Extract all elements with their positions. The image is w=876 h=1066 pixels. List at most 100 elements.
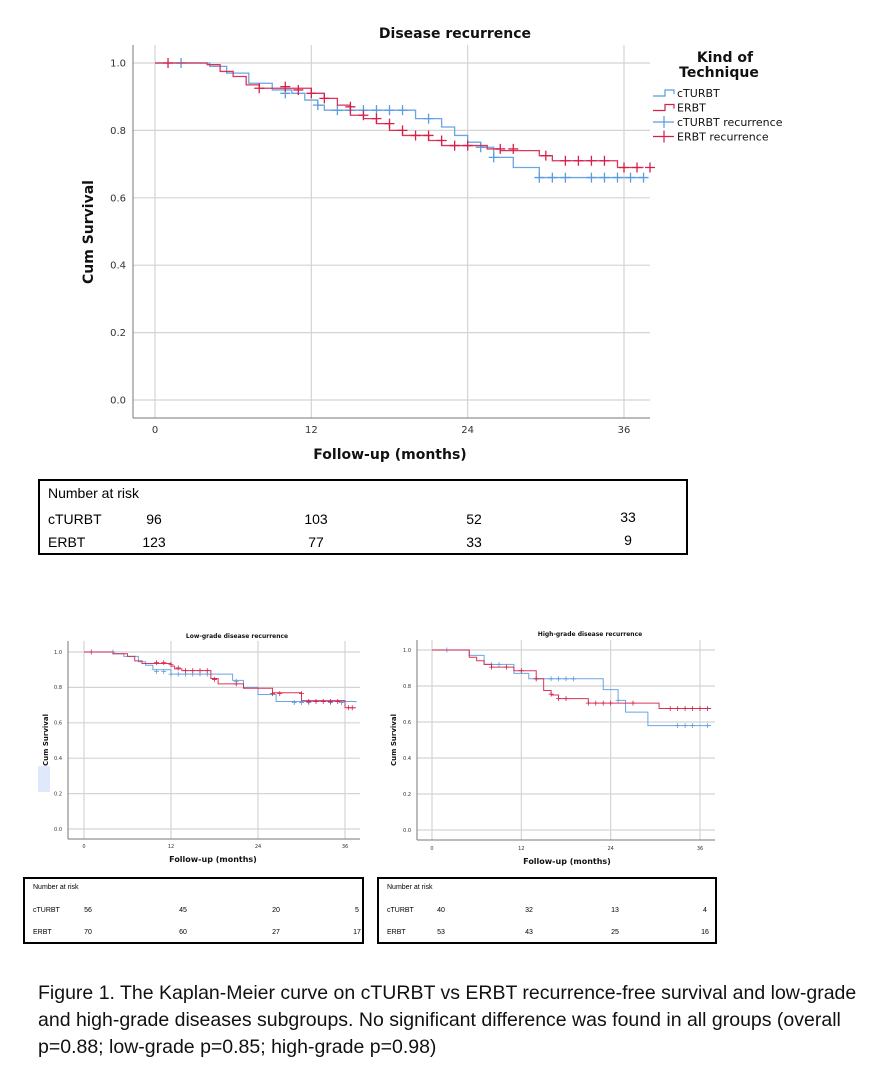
censor-mark-erbt bbox=[233, 681, 239, 687]
survival-curve-cturbt bbox=[432, 649, 712, 727]
risk-row-label: cTURBT bbox=[48, 511, 102, 527]
risk-table-low-grade: Number at risk cTURBT 56 45 20 5 ERBT 70 60 27 17 bbox=[23, 877, 364, 944]
legend-entry: cTURBT bbox=[677, 87, 720, 100]
chart-main: 0.0 0.2 0.4 0.6 0.8 1.0 0 12 24 36 Disease recurre… bbox=[81, 26, 783, 463]
censor-mark-erbt bbox=[563, 696, 569, 702]
y-tick-label: 0.8 bbox=[403, 684, 411, 690]
censor-mark-cturbt bbox=[475, 142, 486, 153]
risk-value: 60 bbox=[179, 929, 187, 936]
censor-mark-erbt bbox=[197, 668, 203, 674]
survival-curve-cturbt bbox=[84, 651, 357, 703]
y-tick-label: 0.6 bbox=[403, 720, 411, 726]
censor-mark-erbt bbox=[608, 700, 614, 706]
censor-mark-cturbt bbox=[371, 105, 382, 116]
risk-row-label: ERBT bbox=[48, 534, 86, 550]
figure-caption: Figure 1. The Kaplan-Meier curve on cTUR… bbox=[38, 982, 857, 1058]
risk-value: 16 bbox=[701, 929, 709, 936]
censor-mark-erbt bbox=[540, 150, 551, 161]
x-tick-label: 12 bbox=[168, 844, 174, 850]
censor-mark-cturbt bbox=[291, 699, 297, 705]
censor-mark-cturbt bbox=[488, 152, 499, 163]
x-tick-label: 0 bbox=[82, 844, 85, 850]
risk-value: 52 bbox=[466, 511, 482, 527]
legend-swatch-censor bbox=[653, 116, 674, 128]
x-tick-label: 36 bbox=[697, 846, 703, 852]
censor-mark-cturbt bbox=[548, 676, 554, 682]
risk-value: 5 bbox=[355, 907, 359, 914]
risk-table-high-grade: Number at risk cTURBT 40 32 13 4 ERBT 53 43 25 16 bbox=[377, 877, 717, 944]
censor-mark-cturbt bbox=[168, 671, 174, 677]
censor-mark-cturbt bbox=[175, 671, 181, 677]
risk-value: 77 bbox=[308, 534, 324, 550]
censor-mark-cturbt bbox=[563, 676, 569, 682]
censor-mark-erbt bbox=[319, 93, 330, 104]
censor-mark-erbt bbox=[270, 691, 275, 697]
censor-mark-erbt bbox=[349, 705, 355, 711]
y-tick-label: 0.2 bbox=[110, 328, 126, 339]
legend-swatch-line bbox=[653, 103, 675, 112]
risk-row-label: cTURBT bbox=[387, 907, 414, 914]
censor-mark-erbt bbox=[358, 110, 369, 121]
legend-entry: ERBT recurrence bbox=[677, 131, 769, 144]
censor-mark-erbt bbox=[371, 113, 382, 124]
censor-mark-erbt bbox=[619, 162, 629, 173]
risk-value: 96 bbox=[146, 511, 162, 527]
censor-mark-erbt bbox=[518, 668, 524, 674]
censor-mark-cturbt bbox=[154, 668, 159, 674]
censor-mark-erbt bbox=[599, 155, 610, 166]
censor-mark-cturbt bbox=[625, 172, 636, 183]
censor-mark-erbt bbox=[548, 691, 554, 697]
x-axis-label: Follow-up (months) bbox=[313, 447, 466, 463]
censor-mark-cturbt bbox=[397, 105, 408, 116]
risk-row-label: ERBT bbox=[387, 929, 406, 936]
risk-value: 20 bbox=[272, 907, 280, 914]
censor-mark-erbt bbox=[154, 660, 159, 666]
censor-mark-erbt bbox=[277, 691, 283, 697]
censor-mark-erbt bbox=[384, 118, 395, 129]
chart-title: High-grade disease recurrence bbox=[538, 631, 642, 638]
censor-mark-erbt bbox=[163, 58, 174, 68]
censor-mark-erbt bbox=[573, 155, 584, 166]
censor-mark-cturbt bbox=[534, 172, 545, 183]
censor-mark-erbt bbox=[335, 699, 341, 705]
risk-value: 123 bbox=[142, 534, 166, 550]
censor-mark-erbt bbox=[489, 664, 495, 670]
censor-mark-erbt bbox=[690, 706, 696, 711]
risk-value: 56 bbox=[84, 907, 92, 914]
censor-mark-erbt bbox=[345, 101, 356, 112]
censor-mark-cturbt bbox=[599, 172, 610, 183]
risk-value: 33 bbox=[620, 509, 636, 525]
censor-mark-cturbt bbox=[332, 105, 343, 116]
risk-value: 32 bbox=[525, 907, 533, 914]
censor-mark-erbt bbox=[704, 706, 710, 711]
risk-row-label: ERBT bbox=[33, 929, 52, 936]
risk-value: 25 bbox=[611, 929, 619, 936]
legend-swatch-line bbox=[653, 89, 675, 97]
risk-value: 9 bbox=[624, 532, 632, 548]
censor-mark-erbt bbox=[168, 661, 174, 667]
y-tick-label: 0.0 bbox=[403, 828, 411, 834]
censor-mark-erbt bbox=[254, 83, 265, 94]
censor-mark-erbt bbox=[212, 676, 217, 682]
y-tick-label: 0.4 bbox=[110, 261, 126, 272]
censor-mark-erbt bbox=[423, 130, 434, 141]
censor-mark-erbt bbox=[533, 676, 539, 682]
survival-curve-erbt bbox=[84, 651, 356, 709]
censor-mark-erbt bbox=[697, 706, 703, 711]
censor-mark-erbt bbox=[675, 706, 681, 711]
censor-mark-erbt bbox=[313, 699, 319, 705]
censor-mark-erbt bbox=[600, 700, 606, 706]
censor-mark-erbt bbox=[560, 155, 571, 166]
censor-mark-cturbt bbox=[612, 172, 623, 183]
risk-table-title: Number at risk bbox=[33, 884, 79, 891]
risk-value: 27 bbox=[272, 929, 280, 936]
censor-mark-cturbt bbox=[675, 723, 681, 729]
risk-value: 43 bbox=[525, 929, 533, 936]
censor-mark-erbt bbox=[410, 130, 421, 141]
chart-low: 0.0 0.2 0.4 0.6 0.8 1.0 0 12 24 36 Low-grade disea… bbox=[42, 633, 360, 864]
risk-value: 4 bbox=[703, 907, 707, 914]
x-tick-label: 12 bbox=[518, 846, 524, 852]
censor-mark-cturbt bbox=[496, 661, 502, 667]
risk-row-label: cTURBT bbox=[33, 907, 60, 914]
